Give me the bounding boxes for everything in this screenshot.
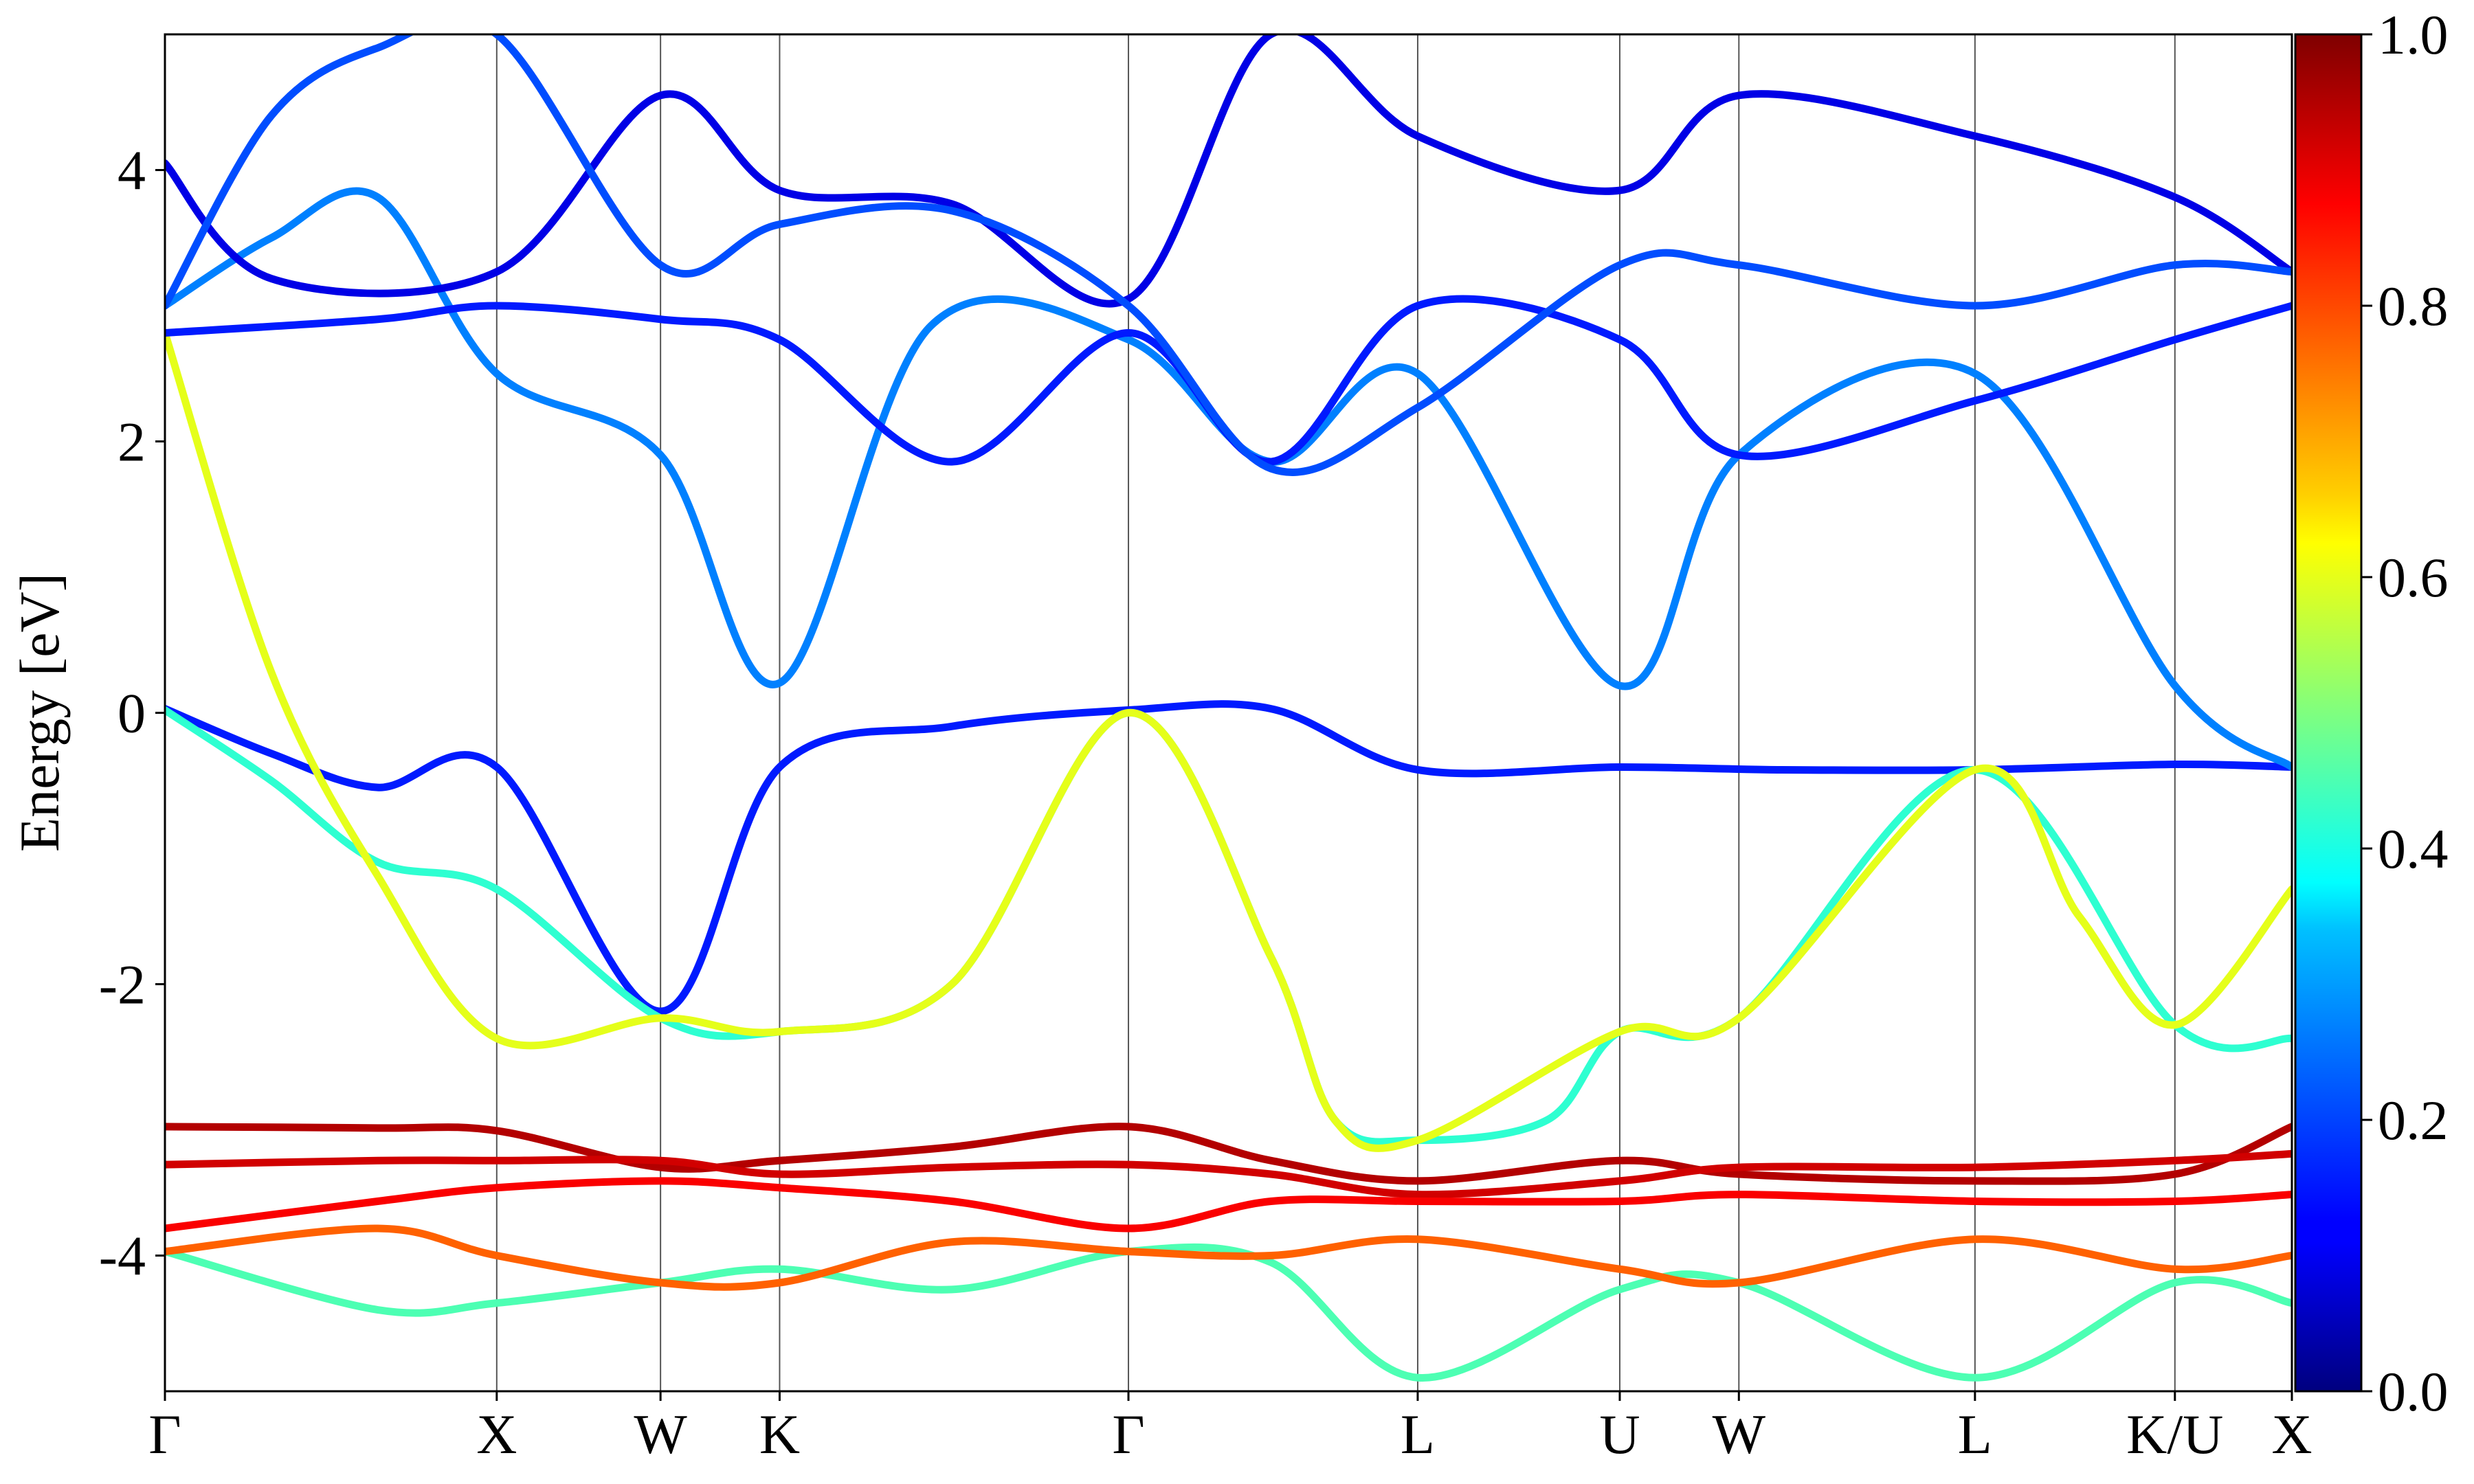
band-line bbox=[165, 1243, 2292, 1382]
band-line bbox=[165, 1224, 2292, 1291]
x-tick-label: K bbox=[759, 1403, 800, 1465]
band-line bbox=[165, 1149, 2292, 1199]
x-tick-label: K/U bbox=[2126, 1403, 2223, 1465]
colorbar-ticks: 0.0 0.2 0.4 0.6 0.8 1.0 bbox=[2361, 3, 2449, 1423]
x-tick-label: X bbox=[476, 1403, 517, 1465]
band-line bbox=[165, 1123, 2292, 1185]
colorbar-tick-label: 0.2 bbox=[2378, 1089, 2449, 1151]
colorbar-tick-label: 1.0 bbox=[2378, 3, 2449, 66]
band-line bbox=[165, 34, 2292, 476]
x-tick-label: U bbox=[1599, 1403, 1640, 1465]
x-tick-label: X bbox=[2271, 1403, 2312, 1465]
y-axis: 4 2 0 -2 -4 bbox=[99, 139, 165, 1288]
band-lines bbox=[165, 34, 2292, 1382]
colorbar-tick-label: 0.8 bbox=[2378, 275, 2449, 337]
y-tick-label: 2 bbox=[118, 411, 146, 473]
band-line bbox=[165, 329, 2292, 1152]
colorbar-tick-label: 0.6 bbox=[2378, 546, 2449, 609]
x-tick-label: Γ bbox=[148, 1403, 181, 1465]
y-tick-label: -4 bbox=[99, 1225, 146, 1288]
y-axis-label: Energy [eV] bbox=[8, 573, 71, 852]
y-tick-label: -2 bbox=[99, 954, 146, 1016]
band-line bbox=[165, 1177, 2292, 1233]
x-tick-label: W bbox=[634, 1403, 687, 1465]
x-tick-label: L bbox=[1401, 1403, 1435, 1465]
colorbar: 0.0 0.2 0.4 0.6 0.8 1.0 bbox=[2294, 3, 2449, 1423]
x-tick-label: W bbox=[1713, 1403, 1766, 1465]
colorbar-tick-label: 0.0 bbox=[2378, 1360, 2449, 1423]
band-line bbox=[165, 706, 2292, 1146]
x-tick-label: Γ bbox=[1112, 1403, 1144, 1465]
y-tick-label: 0 bbox=[118, 682, 146, 745]
colorbar-gradient bbox=[2294, 33, 2363, 1393]
colorbar-tick-label: 0.4 bbox=[2378, 818, 2449, 880]
y-tick-label: 4 bbox=[118, 139, 146, 202]
band-line bbox=[165, 700, 2292, 1015]
x-axis: Γ X W K Γ L U W L K/U X bbox=[148, 1391, 2313, 1465]
band-line bbox=[165, 187, 2292, 771]
x-tick-label: L bbox=[1958, 1403, 1992, 1465]
band-line bbox=[165, 34, 2292, 308]
